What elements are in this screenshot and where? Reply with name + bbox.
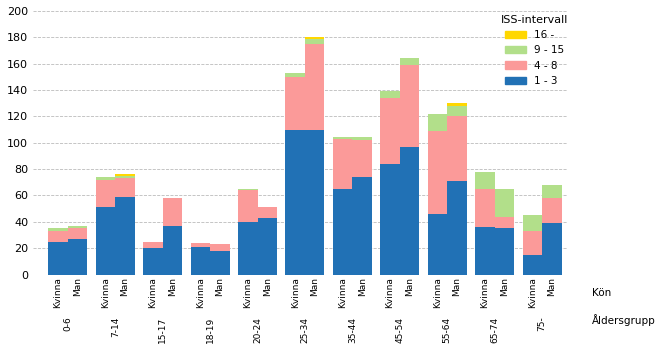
Bar xyxy=(96,207,115,274)
Bar xyxy=(333,139,352,189)
Bar xyxy=(475,189,495,227)
Bar xyxy=(522,215,542,231)
Bar xyxy=(115,176,135,178)
Bar xyxy=(191,247,210,274)
Bar xyxy=(258,218,277,274)
Bar xyxy=(380,91,400,98)
Bar xyxy=(48,241,68,274)
Bar xyxy=(258,207,277,218)
Text: 0-6: 0-6 xyxy=(64,317,72,331)
Text: 45-54: 45-54 xyxy=(395,317,404,343)
Bar xyxy=(163,226,182,274)
Bar xyxy=(305,130,324,274)
Bar xyxy=(400,58,419,65)
Text: 7-14: 7-14 xyxy=(111,317,120,337)
Text: 25-34: 25-34 xyxy=(301,317,309,343)
Bar xyxy=(428,214,448,274)
Bar xyxy=(210,251,230,274)
Text: 35-44: 35-44 xyxy=(348,317,357,343)
Bar xyxy=(475,172,495,189)
Bar xyxy=(305,37,324,39)
Legend: 16 -, 9 - 15, 4 - 8, 1 - 3: 16 -, 9 - 15, 4 - 8, 1 - 3 xyxy=(497,11,573,90)
Bar xyxy=(143,241,163,248)
Text: 65-74: 65-74 xyxy=(490,317,499,343)
Bar xyxy=(238,222,258,274)
Bar xyxy=(68,226,87,229)
Bar xyxy=(210,244,230,251)
Bar xyxy=(495,217,514,229)
Text: Åldersgrupp: Åldersgrupp xyxy=(592,314,656,326)
Bar xyxy=(48,231,68,241)
Text: 75-: 75- xyxy=(538,317,547,331)
Bar xyxy=(68,229,87,239)
Bar xyxy=(352,177,372,274)
Bar xyxy=(448,117,467,181)
Bar xyxy=(380,164,400,274)
Bar xyxy=(448,103,467,106)
Bar xyxy=(352,140,372,177)
Bar xyxy=(285,130,305,274)
Bar xyxy=(380,98,400,164)
Bar xyxy=(115,178,135,197)
Bar xyxy=(68,239,87,274)
Bar xyxy=(542,198,561,223)
Text: 15-17: 15-17 xyxy=(158,317,167,343)
Text: 18-19: 18-19 xyxy=(206,317,214,343)
Bar xyxy=(285,73,305,77)
Bar xyxy=(115,197,135,274)
Bar xyxy=(542,185,561,198)
Bar xyxy=(495,189,514,217)
Bar xyxy=(428,114,448,131)
Bar xyxy=(163,198,182,226)
Bar xyxy=(448,181,467,274)
Bar xyxy=(238,190,258,222)
Bar xyxy=(475,227,495,274)
Bar xyxy=(285,77,305,130)
Bar xyxy=(448,106,467,117)
Bar xyxy=(333,189,352,274)
Text: Kön: Kön xyxy=(592,288,612,298)
Bar xyxy=(305,39,324,44)
Bar xyxy=(143,248,163,274)
Bar xyxy=(48,229,68,231)
Bar xyxy=(305,44,324,130)
Bar xyxy=(400,147,419,274)
Bar xyxy=(96,180,115,207)
Bar xyxy=(522,255,542,274)
Text: 20-24: 20-24 xyxy=(253,317,262,343)
Bar xyxy=(238,189,258,190)
Bar xyxy=(96,177,115,180)
Text: 55-64: 55-64 xyxy=(443,317,451,343)
Bar xyxy=(522,231,542,255)
Bar xyxy=(352,138,372,140)
Bar xyxy=(191,243,210,247)
Bar xyxy=(400,65,419,147)
Bar xyxy=(428,131,448,214)
Bar xyxy=(542,223,561,274)
Bar xyxy=(495,229,514,274)
Bar xyxy=(333,138,352,139)
Bar xyxy=(115,174,135,176)
